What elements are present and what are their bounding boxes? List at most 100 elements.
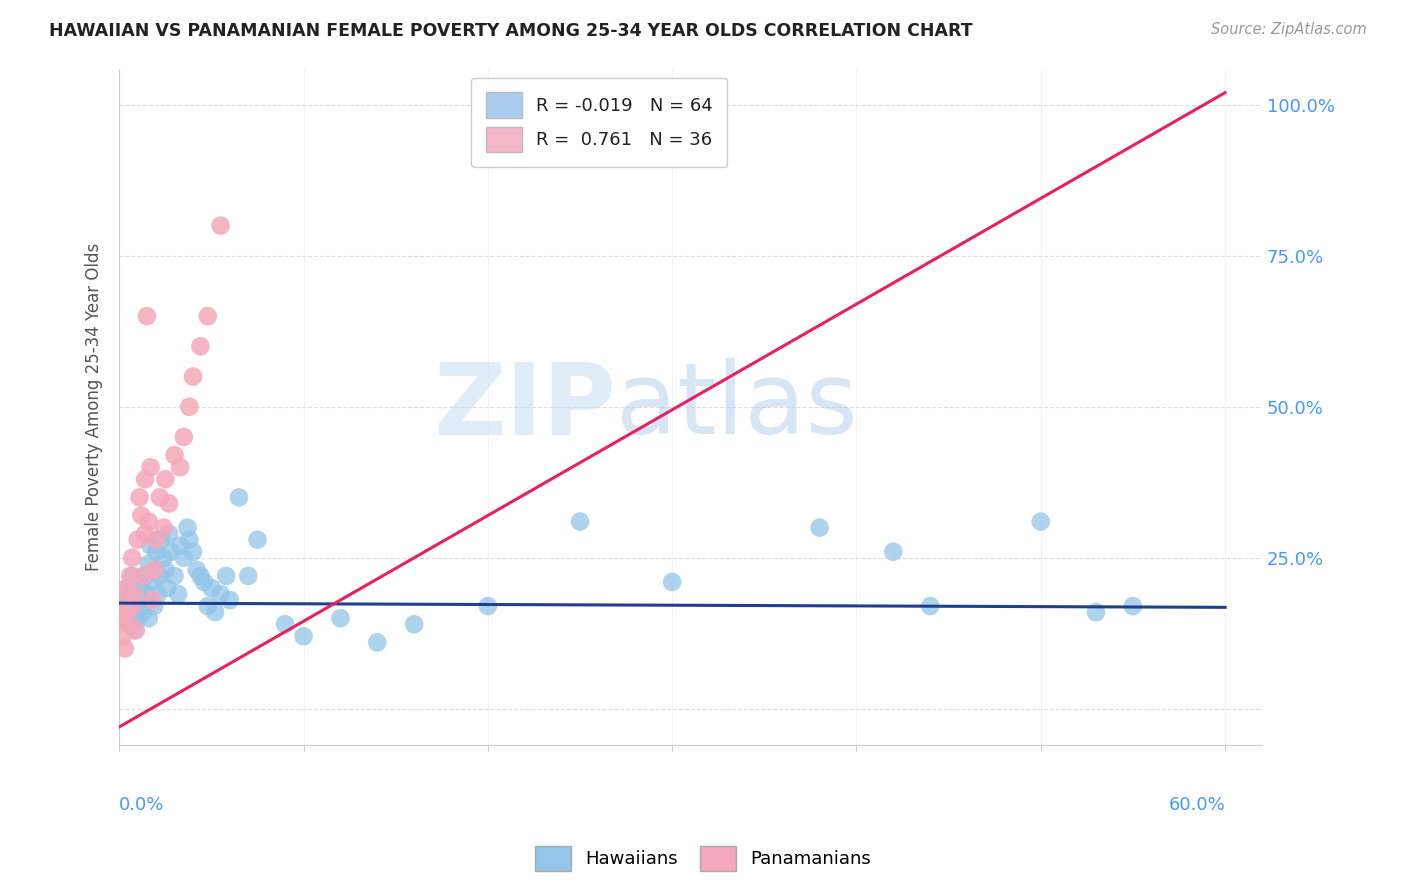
Point [145, 545, 167, 559]
Point [149, 491, 172, 505]
Text: atlas: atlas [616, 359, 858, 455]
Point [114, 641, 136, 656]
Point [145, 533, 167, 547]
Point [292, 629, 315, 643]
Point [204, 605, 226, 619]
Point [120, 617, 142, 632]
Text: Source: ZipAtlas.com: Source: ZipAtlas.com [1211, 22, 1367, 37]
Point [155, 472, 177, 486]
Point [121, 599, 143, 614]
Point [186, 563, 208, 577]
Point [114, 593, 136, 607]
Point [114, 593, 136, 607]
Point [160, 545, 183, 559]
Point [143, 563, 166, 577]
Legend: Hawaiians, Panamanians: Hawaiians, Panamanians [527, 838, 879, 879]
Point [215, 569, 238, 583]
Point [138, 515, 160, 529]
Point [138, 557, 160, 571]
Point [274, 617, 297, 632]
Point [173, 430, 195, 444]
Point [111, 629, 134, 643]
Point [141, 593, 163, 607]
Point [808, 520, 831, 534]
Point [125, 599, 148, 614]
Point [117, 581, 139, 595]
Point [152, 520, 174, 534]
Point [131, 508, 153, 523]
Point [228, 491, 250, 505]
Point [193, 574, 215, 589]
Point [1122, 599, 1144, 614]
Point [179, 533, 201, 547]
Point [128, 593, 150, 607]
Point [127, 533, 149, 547]
Point [209, 587, 232, 601]
Point [163, 448, 186, 462]
Point [115, 605, 138, 619]
Point [122, 587, 145, 601]
Point [209, 219, 232, 233]
Point [134, 472, 156, 486]
Text: HAWAIIAN VS PANAMANIAN FEMALE POVERTY AMONG 25-34 YEAR OLDS CORRELATION CHART: HAWAIIAN VS PANAMANIAN FEMALE POVERTY AM… [49, 22, 973, 40]
Point [197, 599, 219, 614]
Point [181, 369, 204, 384]
Point [134, 526, 156, 541]
Point [246, 533, 269, 547]
Point [163, 569, 186, 583]
Point [138, 611, 160, 625]
Point [110, 599, 132, 614]
Point [200, 581, 222, 595]
Point [125, 574, 148, 589]
Point [329, 611, 352, 625]
Point [131, 581, 153, 595]
Point [569, 515, 592, 529]
Point [127, 611, 149, 625]
Y-axis label: Female Poverty Among 25-34 Year Olds: Female Poverty Among 25-34 Year Olds [86, 243, 103, 571]
Text: 0.0%: 0.0% [120, 796, 165, 814]
Point [143, 599, 166, 614]
Point [156, 581, 179, 595]
Point [122, 624, 145, 638]
Point [1029, 515, 1052, 529]
Point [128, 491, 150, 505]
Text: ZIP: ZIP [433, 359, 616, 455]
Point [157, 526, 180, 541]
Point [110, 611, 132, 625]
Point [661, 574, 683, 589]
Point [218, 593, 240, 607]
Point [176, 520, 198, 534]
Point [125, 624, 148, 638]
Point [882, 545, 904, 559]
Point [150, 533, 173, 547]
Point [190, 569, 212, 583]
Point [167, 587, 190, 601]
Point [366, 635, 388, 649]
Point [135, 587, 157, 601]
Point [141, 574, 163, 589]
Point [132, 569, 155, 583]
Point [169, 539, 191, 553]
Point [115, 581, 138, 595]
Point [173, 550, 195, 565]
Point [121, 587, 143, 601]
Point [115, 605, 138, 619]
Point [404, 617, 426, 632]
Point [181, 545, 204, 559]
Point [477, 599, 499, 614]
Point [152, 550, 174, 565]
Point [197, 309, 219, 323]
Point [157, 496, 180, 510]
Point [111, 611, 134, 625]
Point [169, 460, 191, 475]
Point [132, 605, 155, 619]
Point [146, 587, 169, 601]
Text: 60.0%: 60.0% [1168, 796, 1225, 814]
Point [134, 569, 156, 583]
Point [121, 569, 143, 583]
Point [139, 539, 162, 553]
Point [117, 617, 139, 632]
Point [190, 339, 212, 353]
Point [135, 309, 157, 323]
Point [1085, 605, 1108, 619]
